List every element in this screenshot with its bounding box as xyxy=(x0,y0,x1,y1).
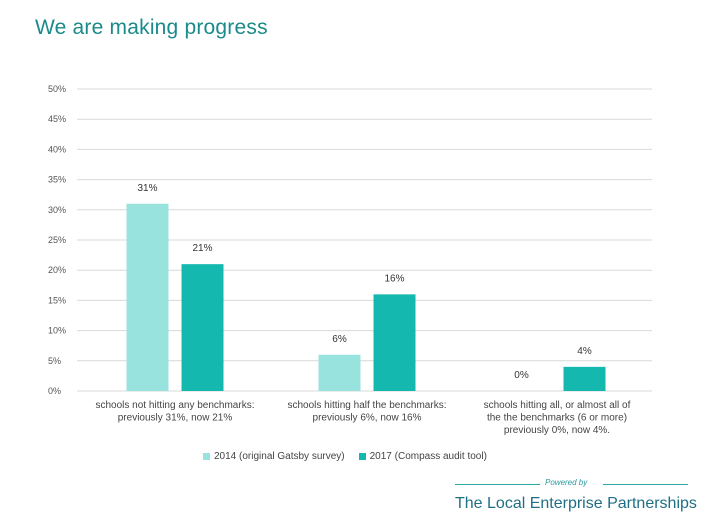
y-tick-label: 5% xyxy=(48,356,61,366)
category-label: schools hitting all, or almost all of xyxy=(484,400,631,411)
bar-1-1 xyxy=(373,294,416,391)
powered-by-line-left xyxy=(455,484,540,485)
y-tick-label: 25% xyxy=(48,235,66,245)
data-label: 21% xyxy=(192,243,212,254)
y-tick-label: 35% xyxy=(48,175,66,185)
category-label: schools not hitting any benchmarks: xyxy=(96,400,255,411)
data-label: 16% xyxy=(384,273,404,284)
category-label: schools hitting half the benchmarks: xyxy=(288,400,447,411)
y-tick-label: 20% xyxy=(48,265,66,275)
data-label: 31% xyxy=(137,183,157,194)
page-title: We are making progress xyxy=(35,16,268,39)
bar-1-2 xyxy=(563,366,606,391)
y-tick-label: 10% xyxy=(48,326,66,336)
powered-by-line-right xyxy=(603,484,688,485)
data-label: 0% xyxy=(514,370,529,381)
legend-label-2017: 2017 (Compass audit tool) xyxy=(369,451,487,462)
legend-swatch-2014 xyxy=(203,453,210,460)
y-tick-label: 0% xyxy=(48,386,61,396)
chart-legend: 2014 (original Gatsby survey) 2017 (Comp… xyxy=(203,451,501,462)
legend-swatch-2017 xyxy=(358,453,366,460)
data-label: 6% xyxy=(332,334,347,345)
powered-by-label: Powered by xyxy=(545,478,588,487)
legend-item-2014: 2014 (original Gatsby survey) xyxy=(203,451,345,462)
organisation-logo-text: The Local Enterprise Partnerships xyxy=(455,495,697,512)
y-tick-label: 45% xyxy=(48,114,66,124)
y-tick-label: 40% xyxy=(48,144,66,154)
category-label: previously 31%, now 21% xyxy=(118,413,233,424)
data-label: 4% xyxy=(577,346,592,357)
category-label: previously 0%, now 4%. xyxy=(504,425,610,436)
y-tick-label: 50% xyxy=(48,84,66,94)
y-tick-label: 30% xyxy=(48,205,66,215)
y-tick-label: 15% xyxy=(48,295,66,305)
bar-0-1 xyxy=(318,354,361,391)
category-label: previously 6%, now 16% xyxy=(313,413,422,424)
bar-1-0 xyxy=(181,264,224,391)
bar-0-0 xyxy=(126,203,169,391)
category-label: the the benchmarks (6 or more) xyxy=(487,413,627,424)
legend-item-2017: 2017 (Compass audit tool) xyxy=(358,451,487,462)
legend-label-2014: 2014 (original Gatsby survey) xyxy=(214,451,345,462)
